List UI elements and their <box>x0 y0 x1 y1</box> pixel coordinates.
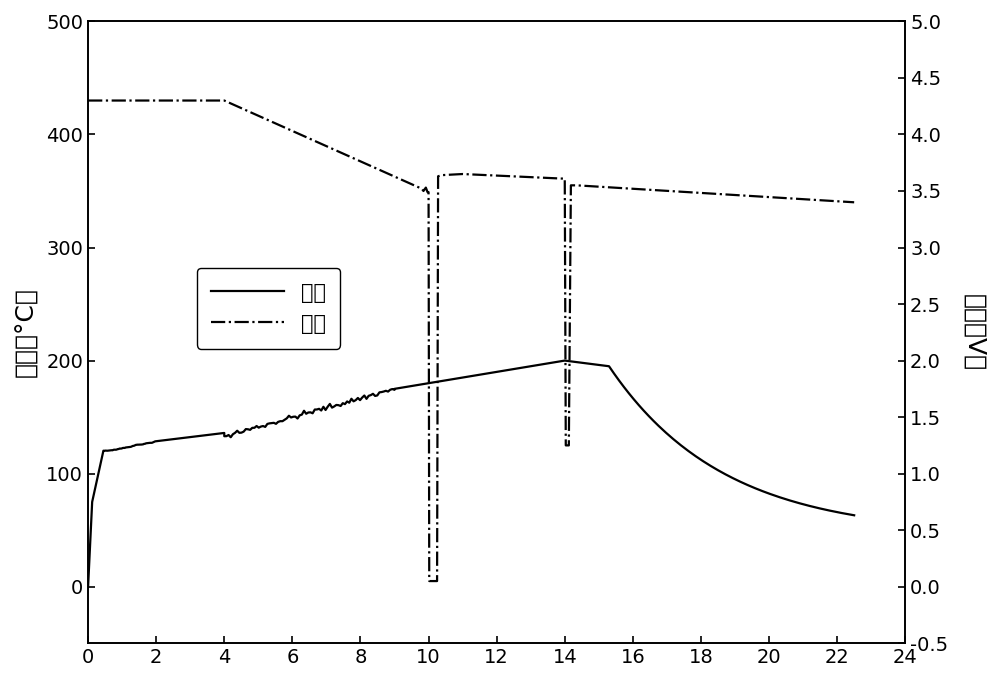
温度 <box>317 402 329 411</box>
温度 <box>559 356 571 364</box>
电压 <box>792 195 804 203</box>
电压 <box>845 198 857 206</box>
温度 <box>761 489 773 497</box>
Y-axis label: 电压（V）: 电压（V） <box>962 294 986 371</box>
温度 <box>82 583 94 591</box>
电压 <box>701 189 713 197</box>
电压 <box>267 118 279 127</box>
温度 <box>313 405 325 413</box>
温度 <box>169 435 181 443</box>
Legend: 温度, 电压: 温度, 电压 <box>197 268 340 349</box>
温度 <box>848 511 860 520</box>
Line: 电压: 电压 <box>88 101 854 581</box>
电压 <box>370 164 382 172</box>
电压 <box>82 97 94 105</box>
Line: 温度: 温度 <box>88 360 854 587</box>
温度 <box>294 411 306 419</box>
Y-axis label: 温度（°C）: 温度（°C） <box>14 287 38 377</box>
电压 <box>848 198 860 206</box>
温度 <box>752 485 764 493</box>
电压 <box>683 188 695 196</box>
电压 <box>423 577 435 585</box>
